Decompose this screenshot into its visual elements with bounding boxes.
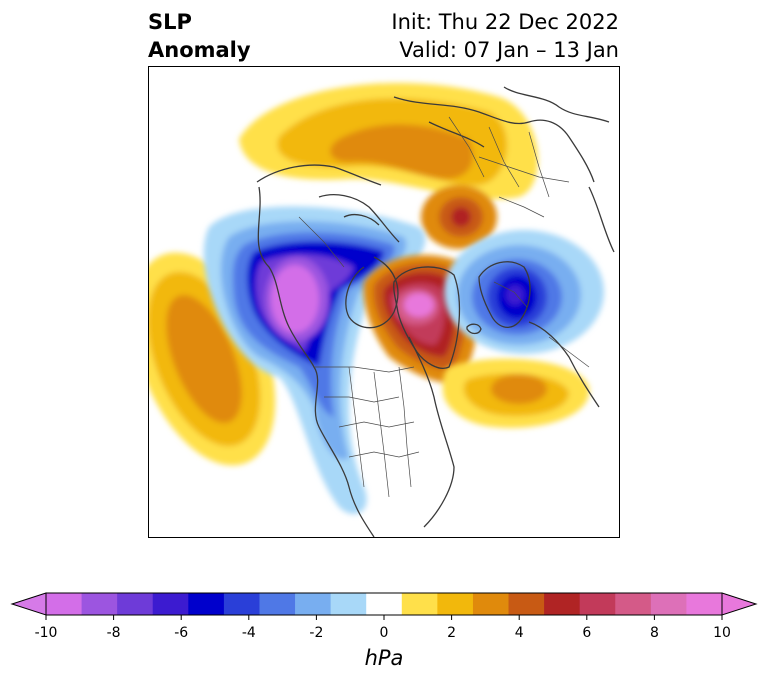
colorbar-tick-label: 8: [650, 625, 659, 641]
anomaly-scandinavia-low: [444, 230, 604, 354]
title-line-1: SLP: [148, 10, 192, 34]
colorbar-under-extension: [10, 592, 47, 616]
colorbar-bin: [152, 593, 189, 615]
colorbar-bin: [223, 593, 260, 615]
colorbar-tick-label: -10: [35, 625, 58, 641]
colorbar-tick-label: -4: [242, 625, 256, 641]
valid-date-range: Valid: 07 Jan – 13 Jan: [399, 38, 619, 62]
anomaly-north-atlantic-high: [442, 358, 590, 428]
colorbar-bin: [544, 593, 581, 615]
colorbar-bin: [330, 593, 367, 615]
colorbar-tick-label: 10: [713, 625, 731, 641]
colorbar-bin: [81, 593, 118, 615]
colorbar-tick-label: 0: [380, 625, 389, 641]
colorbar-bin: [295, 593, 332, 615]
colorbar-bin: [686, 593, 723, 615]
map-title: SLP Anomaly: [148, 8, 251, 64]
coastlines: [256, 86, 615, 537]
colorbar-bin: [188, 593, 225, 615]
colorbar-tick-label: -6: [174, 625, 188, 641]
colorbar-bin: [366, 593, 403, 615]
colorbar-units: hPa: [364, 646, 404, 670]
anomaly-greenland-high: [363, 255, 479, 383]
political-boundaries: [298, 116, 590, 498]
colorbar-tick-label: 4: [515, 625, 524, 641]
colorbar-tick-label: -2: [309, 625, 323, 641]
map-canvas: [149, 82, 615, 537]
colorbar-bin: [401, 593, 438, 615]
colorbar-tick-label: 6: [582, 625, 591, 641]
colorbar-bin: [259, 593, 296, 615]
date-info: Init: Thu 22 Dec 2022 Valid: 07 Jan – 13…: [391, 8, 619, 64]
colorbar-tick-label: -8: [107, 625, 121, 641]
title-line-2: Anomaly: [148, 38, 251, 62]
colorbar: -10 -8 -6 -4 -2 0 2 4 6 8 10: [10, 592, 758, 641]
colorbar-bin: [117, 593, 154, 615]
colorbar-over-extension: [721, 592, 758, 616]
colorbar-bin: [579, 593, 616, 615]
anomaly-arctic-high: [239, 82, 538, 249]
colorbar-bin: [472, 593, 510, 615]
colorbar-tick-label: 2: [447, 625, 456, 641]
colorbar-bin: [46, 593, 83, 615]
colorbar-bin: [508, 593, 545, 615]
colorbar-bin: [650, 593, 687, 615]
init-date: Init: Thu 22 Dec 2022: [391, 10, 619, 34]
colorbar-bin: [615, 593, 652, 615]
colorbar-bin: [437, 593, 474, 615]
anomaly-map: [148, 66, 620, 538]
